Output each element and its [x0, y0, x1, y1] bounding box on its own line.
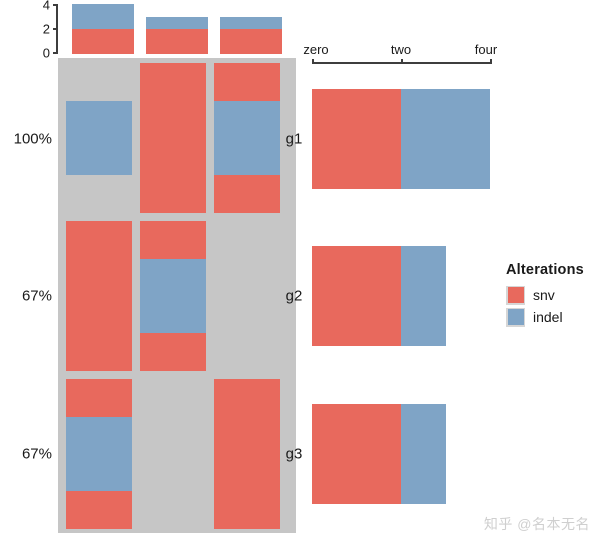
top-bar-s1-indel	[72, 4, 134, 29]
legend-item-snv[interactable]: snv	[506, 284, 598, 306]
right-row-label-g1: g1	[285, 130, 303, 148]
top-bar-s2-snv	[146, 29, 208, 54]
right-barplot-x-axis: zero two four	[303, 43, 497, 64]
right-bar-g1[interactable]	[312, 89, 490, 189]
top-bar-s1[interactable]	[72, 4, 134, 54]
right-bar-g1-indel	[401, 89, 490, 189]
right-axis-label-zero: zero	[303, 42, 329, 57]
oncoprint-cell-g1-s2[interactable]	[140, 63, 206, 213]
oncoprint-cell-g3-s1[interactable]	[66, 379, 132, 529]
oncoprint-cell-g1-s3[interactable]	[214, 63, 280, 213]
oncoprint-cell-g3-s3[interactable]	[214, 379, 280, 529]
top-bar-s2[interactable]	[146, 16, 208, 54]
top-axis-label-4: 4	[42, 0, 50, 13]
top-axis-label-0: 0	[42, 45, 50, 61]
legend-label-indel: indel	[533, 309, 563, 325]
right-axis-tick-four	[490, 59, 492, 64]
cell-g3-s1-indel	[66, 417, 132, 491]
right-row-label-g2: g2	[285, 287, 303, 305]
oncoprint-cell-g2-s1[interactable]	[66, 221, 132, 371]
cell-g1-s1-indel	[66, 101, 132, 175]
top-axis-tick-4	[53, 4, 58, 6]
right-bar-g2-indel	[401, 246, 446, 346]
legend-swatch-snv	[506, 285, 525, 305]
right-barplot	[312, 58, 498, 533]
top-bar-s3-snv	[220, 29, 282, 54]
right-bar-g3[interactable]	[312, 404, 446, 504]
oncoprint-grid	[58, 58, 296, 533]
right-axis-tick-two	[401, 59, 403, 64]
legend-color-indel	[507, 309, 524, 325]
cell-g3-s3-snv	[214, 379, 280, 529]
oncoprint-cell-g2-s2[interactable]	[140, 221, 206, 371]
cell-g2-s1-snv	[66, 221, 132, 371]
top-bar-s3[interactable]	[220, 16, 282, 54]
top-bar-s1-snv	[72, 29, 134, 54]
row-percent-g1: 100%	[13, 130, 52, 148]
oncoprint-cell-g2-s3[interactable]	[214, 221, 280, 371]
row-percent-g2: 67%	[21, 287, 52, 305]
oncoprint-column-s1	[66, 58, 132, 533]
right-row-label-g3: g3	[285, 445, 303, 463]
cell-g2-s2-indel	[140, 259, 206, 333]
top-barplot	[58, 4, 296, 54]
right-axis-label-four: four	[474, 42, 498, 57]
legend-label-snv: snv	[533, 287, 555, 303]
legend-item-indel[interactable]: indel	[506, 306, 598, 328]
legend-title: Alterations	[506, 262, 584, 278]
legend-swatch-indel	[506, 307, 525, 327]
oncoprint-cell-g1-s1[interactable]	[66, 63, 132, 213]
right-bar-g3-snv	[312, 404, 401, 504]
top-bar-s3-indel	[220, 16, 282, 29]
oncoprint-column-s3	[214, 58, 280, 533]
oncoprint-cell-g3-s2[interactable]	[140, 379, 206, 529]
right-axis-label-two: two	[390, 42, 412, 57]
watermark: 知乎 @名本无名	[483, 516, 590, 532]
top-bar-s2-indel	[146, 16, 208, 29]
row-percent-g3: 67%	[21, 445, 52, 463]
legend-color-snv	[507, 287, 524, 303]
top-axis-tick-0	[53, 52, 58, 54]
top-barplot-y-axis: 0 2 4	[42, 0, 58, 60]
right-bar-g3-indel	[401, 404, 446, 504]
cell-g1-s2-snv	[140, 63, 206, 213]
right-bar-g2-snv	[312, 246, 401, 346]
legend: Alterations snv indel	[506, 262, 598, 328]
oncoprint-column-s2	[140, 58, 206, 533]
right-bar-g2[interactable]	[312, 246, 446, 346]
cell-g1-s3-indel	[214, 101, 280, 175]
top-axis-tick-2	[53, 28, 58, 30]
top-axis-label-2: 2	[42, 21, 50, 37]
right-bar-g1-snv	[312, 89, 401, 189]
right-axis-tick-zero	[312, 59, 314, 64]
